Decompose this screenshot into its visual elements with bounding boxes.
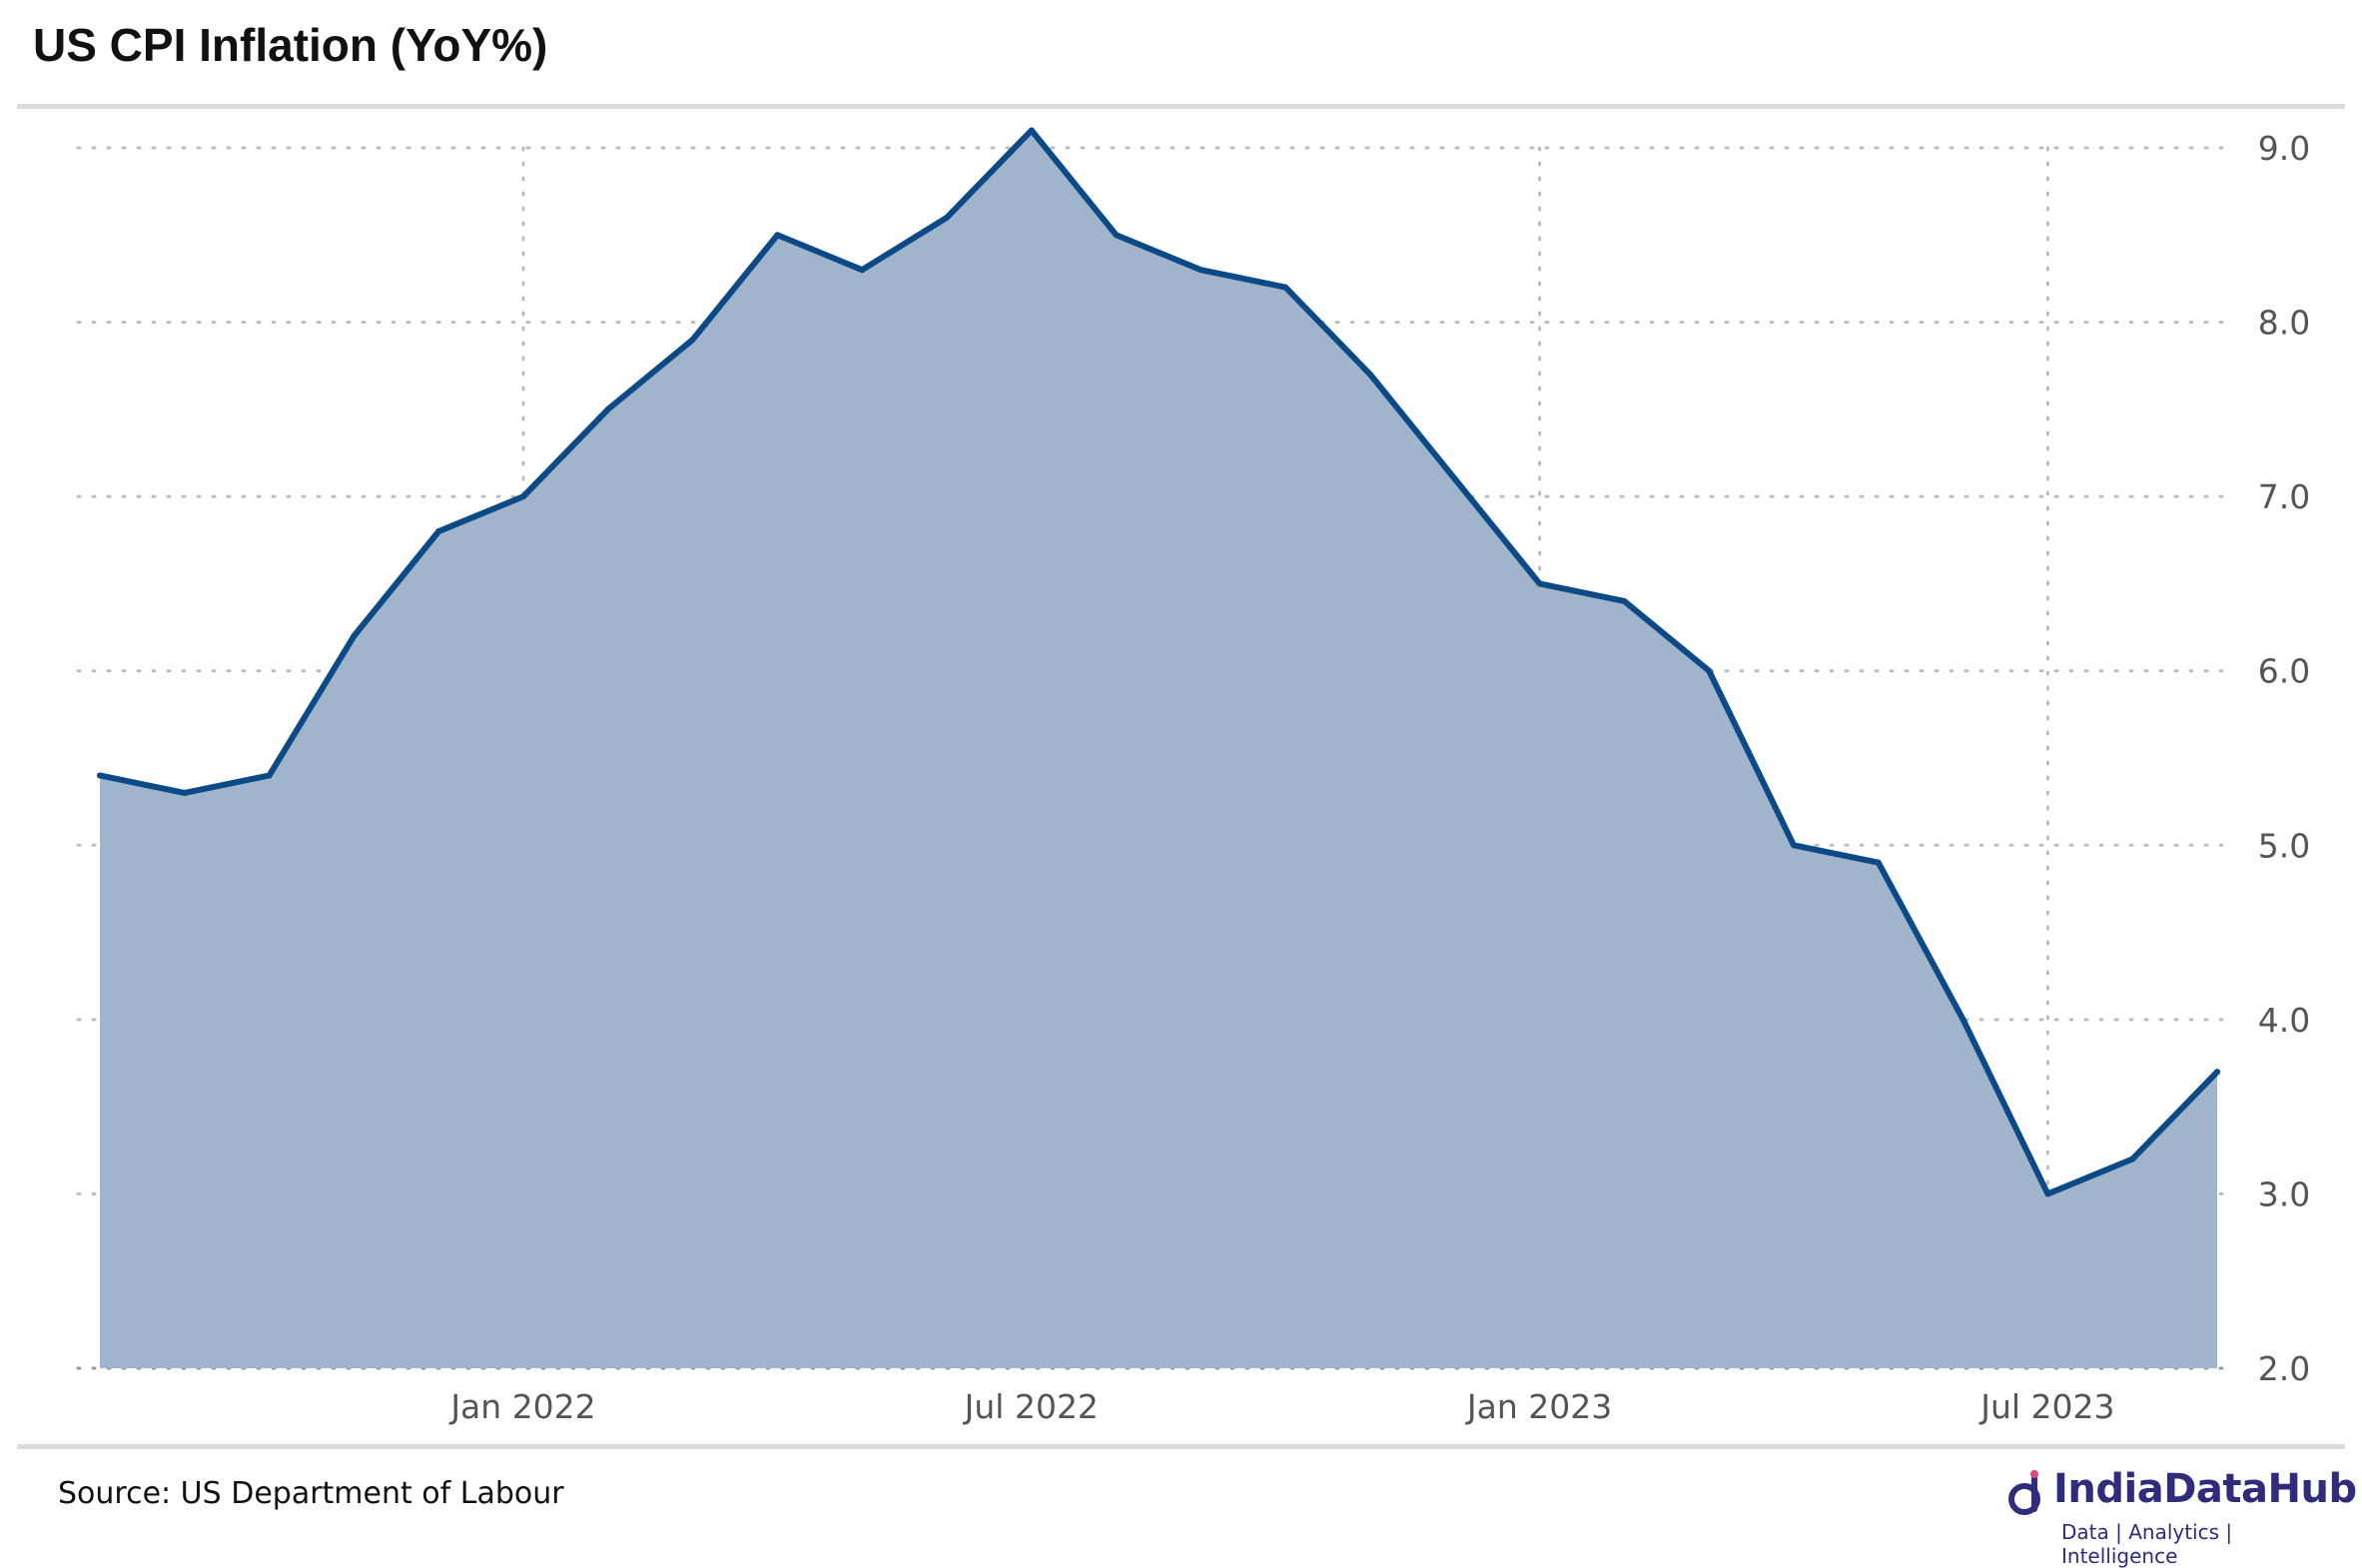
cpi-data-point [689, 337, 696, 344]
series-layer [97, 127, 2220, 1369]
y-tick-label: 3.0 [2258, 1175, 2310, 1213]
y-tick-label: 4.0 [2258, 1001, 2310, 1040]
cpi-data-point [1028, 127, 1035, 134]
cpi-data-point [181, 789, 188, 796]
x-axis-labels: Jan 2022 Jul 2022 Jan 2023 Jul 2023 [448, 1387, 2114, 1426]
cpi-data-point [944, 214, 950, 221]
cpi-data-point [1875, 859, 1882, 866]
cpi-data-point [1791, 842, 1797, 849]
brand-name: IndiaDataHub [2053, 1466, 2357, 1512]
cpi-series-line [97, 127, 2220, 1197]
cpi-data-point [1706, 667, 1713, 674]
x-tick-label: Jul 2023 [1978, 1387, 2114, 1426]
cpi-data-point [1197, 267, 1204, 274]
x-tick-label: Jul 2022 [963, 1387, 1099, 1426]
cpi-data-point [2129, 1156, 2136, 1163]
x-tick-label: Jan 2023 [1465, 1387, 1612, 1426]
y-tick-label: 9.0 [2258, 129, 2310, 168]
y-tick-label: 8.0 [2258, 304, 2310, 343]
brand-tagline: Data | Analytics | Intelligence [2061, 1520, 2233, 1568]
cpi-data-point [351, 632, 358, 639]
cpi-data-point [604, 405, 611, 412]
cpi-data-point [97, 772, 103, 779]
cpi-data-point [1536, 580, 1543, 587]
y-tick-label: 7.0 [2258, 477, 2310, 516]
y-tick-label: 5.0 [2258, 826, 2310, 865]
cpi-data-point [1282, 284, 1289, 291]
y-tick-label: 2.0 [2258, 1349, 2310, 1388]
brand-logo: IndiaDataHub Data | Analytics | Intellig… [2005, 1462, 2357, 1568]
source-note: Source: US Department of Labour [58, 1476, 564, 1511]
cpi-data-point [266, 772, 273, 779]
cpi-area-fill [100, 130, 2217, 1369]
cpi-data-point [435, 528, 442, 535]
cpi-data-point [2214, 1069, 2220, 1076]
bottom-divider [17, 1444, 2345, 1449]
cpi-data-point [520, 493, 526, 500]
y-tick-label: 6.0 [2258, 652, 2310, 691]
cpi-area-chart: 2.0 3.0 4.0 5.0 6.0 7.0 8.0 9.0 Jan 2022 Jul 202… [76, 127, 2310, 1426]
chart-title: US CPI Inflation (YoY%) [33, 19, 548, 71]
cpi-data-point [1621, 597, 1628, 604]
cpi-data-point [1960, 1016, 1967, 1023]
y-axis-labels: 2.0 3.0 4.0 5.0 6.0 7.0 8.0 9.0 [2258, 129, 2310, 1388]
cpi-data-point [1451, 475, 1458, 482]
top-divider [17, 104, 2345, 109]
cpi-data-point [2044, 1190, 2051, 1197]
x-tick-label: Jan 2022 [448, 1387, 595, 1426]
cpi-data-point [774, 232, 781, 239]
brand-icon [2008, 1470, 2040, 1515]
cpi-data-point [1367, 371, 1373, 378]
cpi-data-point [859, 267, 866, 274]
cpi-data-point [1113, 232, 1120, 239]
